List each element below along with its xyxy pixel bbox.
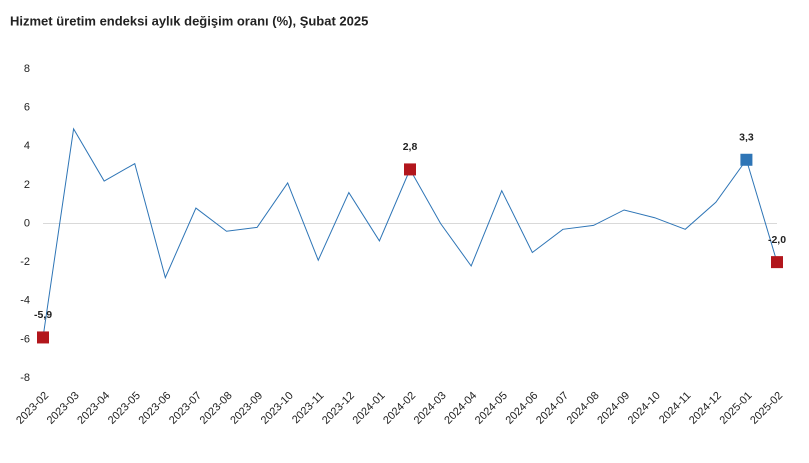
y-tick-label: 2 bbox=[24, 179, 30, 191]
x-tick-label: 2023-07 bbox=[167, 390, 204, 427]
y-tick-label: -6 bbox=[20, 333, 30, 345]
x-tick-label: 2023-10 bbox=[259, 390, 296, 427]
x-tick-label: 2023-11 bbox=[290, 390, 326, 426]
value-label: -2,0 bbox=[768, 234, 786, 246]
line bbox=[42, 127, 778, 338]
value-label: 3,3 bbox=[739, 132, 754, 144]
x-tick-label: 2023-06 bbox=[136, 390, 173, 427]
x-tick-label: 2024-01 bbox=[351, 390, 388, 427]
x-tick-label: 2024-07 bbox=[534, 390, 571, 427]
y-tick-label: 8 bbox=[24, 63, 30, 75]
x-tick-label: 2024-04 bbox=[442, 390, 479, 427]
value-label: 2,8 bbox=[403, 141, 418, 153]
x-tick-label: 2024-11 bbox=[657, 390, 693, 426]
marker bbox=[37, 331, 49, 344]
x-tick-label: 2024-08 bbox=[565, 390, 602, 427]
y-tick-label: -2 bbox=[20, 256, 30, 268]
marker bbox=[771, 256, 783, 269]
x-tick-label: 2024-09 bbox=[595, 390, 632, 427]
x-tick-label: 2023-12 bbox=[320, 390, 357, 427]
x-tick-label: 2023-04 bbox=[75, 390, 112, 427]
x-tick-label: 2024-03 bbox=[412, 390, 449, 427]
marker bbox=[404, 163, 416, 176]
y-tick-label: -8 bbox=[20, 372, 30, 384]
marker bbox=[740, 153, 753, 166]
chart-title: Hizmet üretim endeksi aylık değişim oran… bbox=[10, 13, 368, 28]
y-tick-label: 6 bbox=[24, 102, 30, 114]
x-tick-label: 2024-02 bbox=[381, 390, 418, 427]
x-tick-label: 2023-09 bbox=[228, 390, 265, 427]
x-tick-label: 2023-02 bbox=[14, 390, 51, 427]
x-tick-label: 2024-10 bbox=[626, 390, 663, 427]
x-tick-label: 2025-02 bbox=[748, 390, 785, 427]
value-label: -5,9 bbox=[34, 309, 52, 321]
x-tick-label: 2025-01 bbox=[718, 390, 755, 427]
x-tick-label: 2023-05 bbox=[106, 390, 143, 427]
x-tick-label: 2024-12 bbox=[687, 390, 724, 427]
y-tick-label: 4 bbox=[24, 140, 30, 152]
y-tick-label: -4 bbox=[20, 295, 30, 307]
x-tick-label: 2024-05 bbox=[473, 390, 510, 427]
x-tick-label: 2023-08 bbox=[198, 390, 235, 427]
y-tick-label: 0 bbox=[24, 217, 30, 229]
x-tick-label: 2024-06 bbox=[503, 390, 540, 427]
x-tick-label: 2023-03 bbox=[45, 390, 82, 427]
